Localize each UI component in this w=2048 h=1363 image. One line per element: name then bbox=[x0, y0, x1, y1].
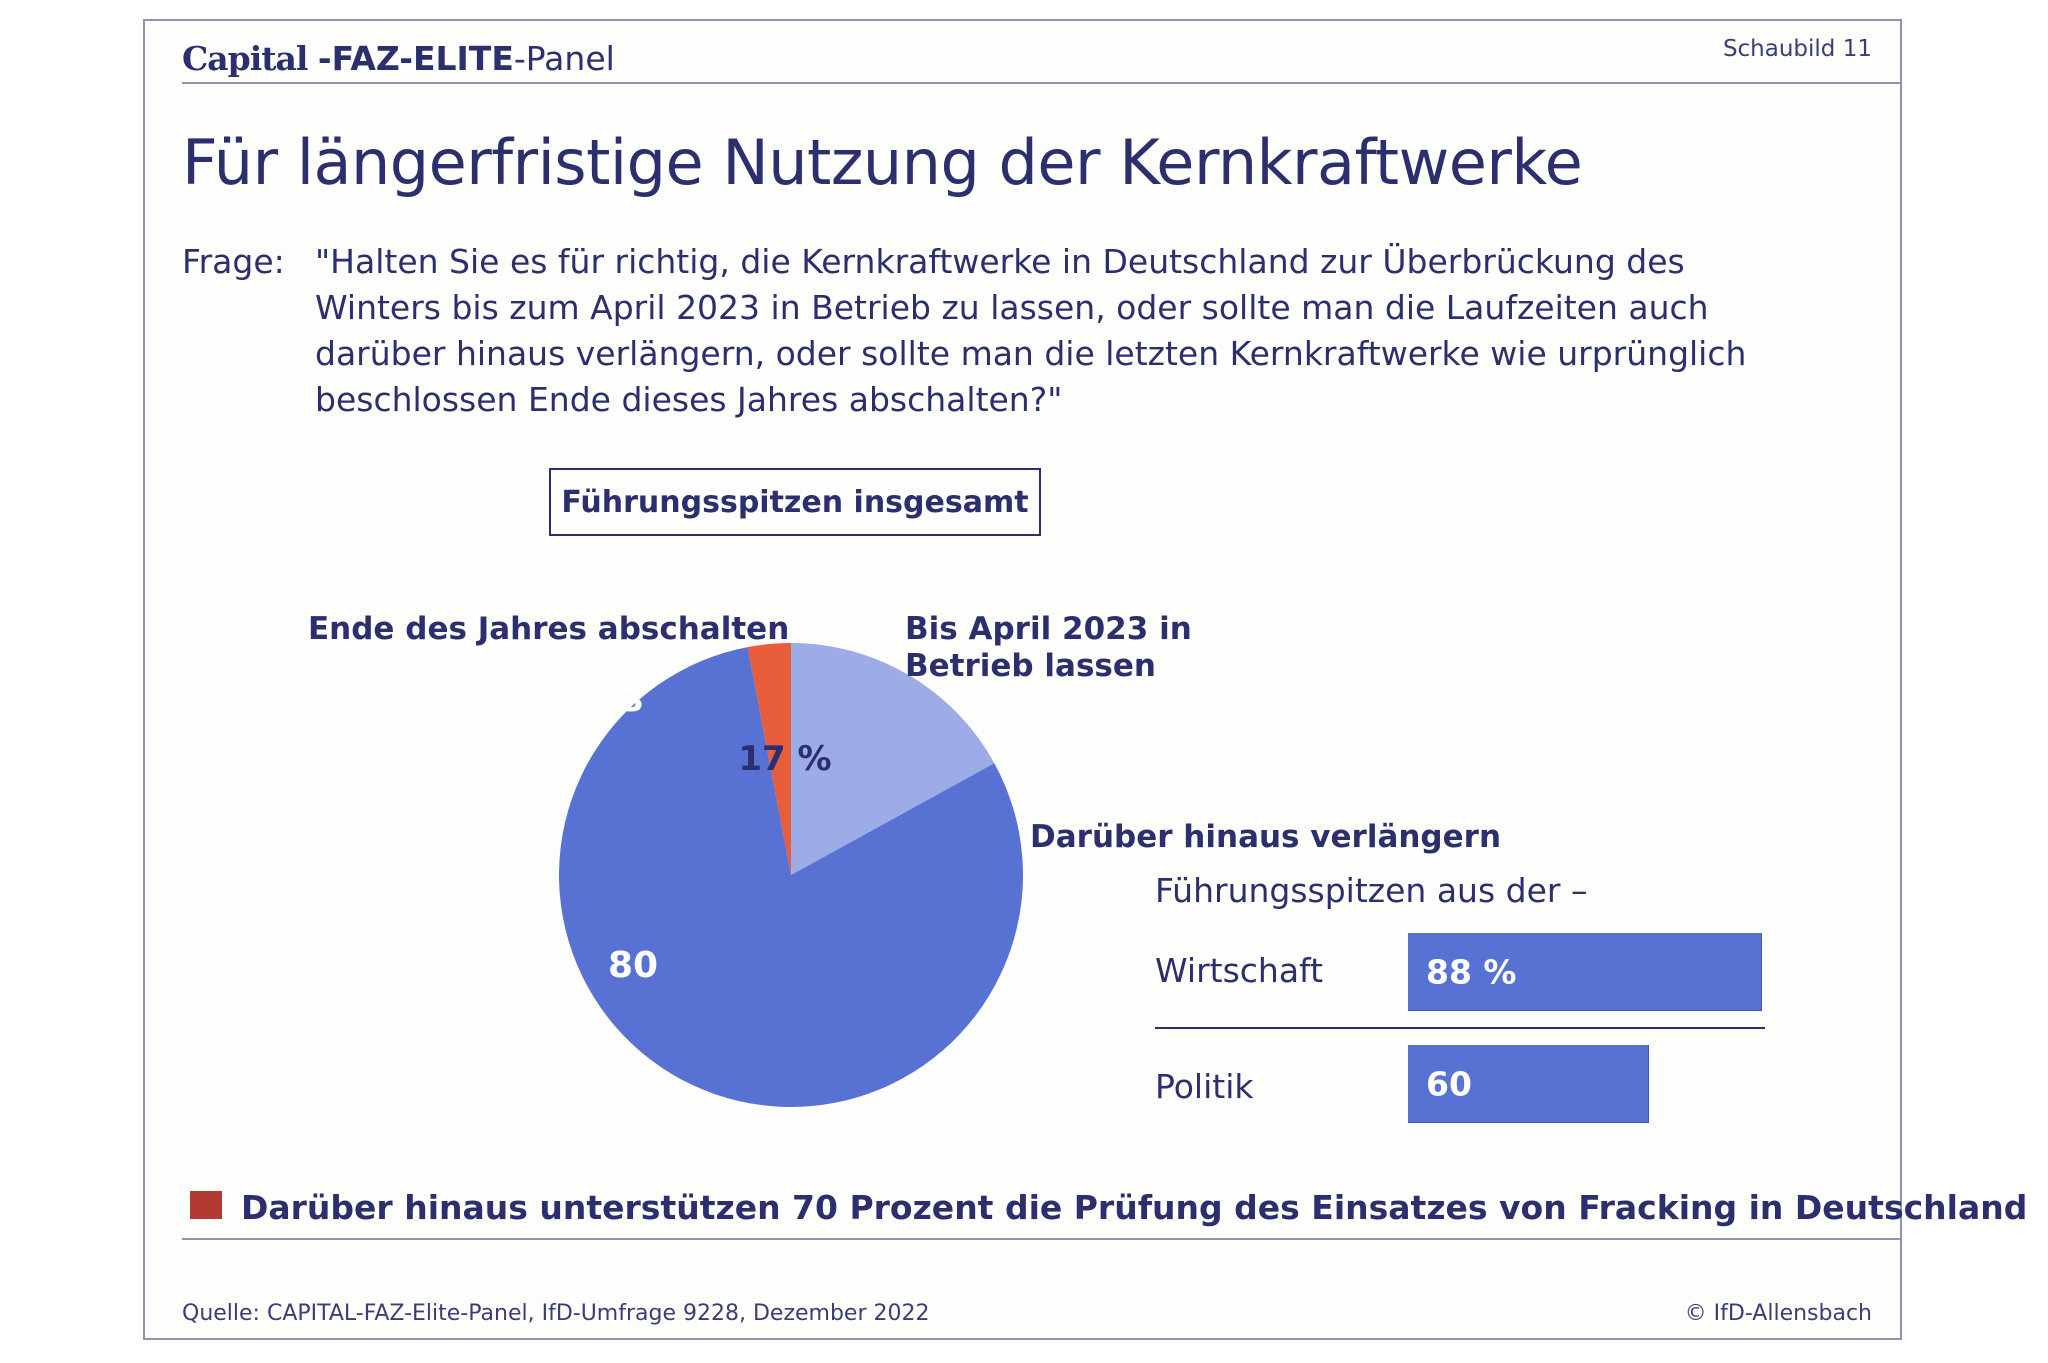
header-rule bbox=[182, 82, 1900, 84]
bar-separator bbox=[1155, 1027, 1765, 1029]
figure-label: Schaubild 11 bbox=[1722, 36, 1872, 62]
pie-value-april: 17 % bbox=[738, 739, 832, 779]
pie-value-extend: 80 bbox=[607, 945, 659, 986]
pie-label-april: Bis April 2023 in Betrieb lassen bbox=[905, 611, 1192, 684]
bar-subtitle: Führungsspitzen aus der – bbox=[1155, 871, 1588, 910]
bar-category-politik: Politik bbox=[1155, 1067, 1254, 1106]
bar-category-wirtschaft: Wirtschaft bbox=[1155, 951, 1324, 990]
bar-value-politik: 60 bbox=[1426, 1064, 1472, 1103]
pie-slice-end bbox=[747, 643, 791, 875]
pie-label-extend: Darüber hinaus verlängern bbox=[1030, 819, 1502, 855]
bar-politik: 60 bbox=[1408, 1045, 1649, 1123]
source-note: Quelle: CAPITAL-FAZ-Elite-Panel, IfD-Umf… bbox=[182, 1301, 930, 1326]
copyright-note: © IfD-Allensbach bbox=[1684, 1301, 1872, 1326]
chart-frame: Capital -FAZ-ELITE-Panel Schaubild 11 Fü… bbox=[143, 19, 2027, 1340]
bar-value-wirtschaft: 88 % bbox=[1426, 952, 1517, 991]
survey-question: Frage: "Halten Sie es für richtig, die Ke… bbox=[182, 239, 1872, 423]
question-line: Frage: "Halten Sie es für richtig, die Ke… bbox=[182, 239, 1872, 285]
pie-label-end: Ende des Jahres abschalten bbox=[308, 611, 790, 647]
fracking-note: Darüber hinaus unterstützen 70 Prozent d… bbox=[241, 1188, 2028, 1227]
pie-section-title: Führungsspitzen insgesamt bbox=[549, 468, 1041, 536]
brand-logo: Capital -FAZ-ELITE-Panel bbox=[182, 39, 615, 78]
question-line: beschlossen Ende dieses Jahres abschalte… bbox=[315, 380, 1063, 419]
question-line: Winters bis zum April 2023 in Betrieb zu… bbox=[315, 288, 1709, 327]
pie-value-end: 3 bbox=[621, 681, 645, 719]
page-title: Für längerfristige Nutzung der Kernkraft… bbox=[182, 126, 1583, 199]
question-line: darüber hinaus verlängern, oder sollte m… bbox=[315, 334, 1747, 373]
pie-slice-april bbox=[791, 643, 995, 875]
bar-wirtschaft: 88 % bbox=[1408, 933, 1762, 1011]
question-prefix: Frage: bbox=[182, 242, 285, 281]
footer-rule bbox=[182, 1238, 1900, 1240]
pie-chart bbox=[559, 643, 1024, 1107]
note-bullet-square bbox=[190, 1191, 222, 1219]
pie-slice-extend bbox=[559, 647, 1024, 1107]
